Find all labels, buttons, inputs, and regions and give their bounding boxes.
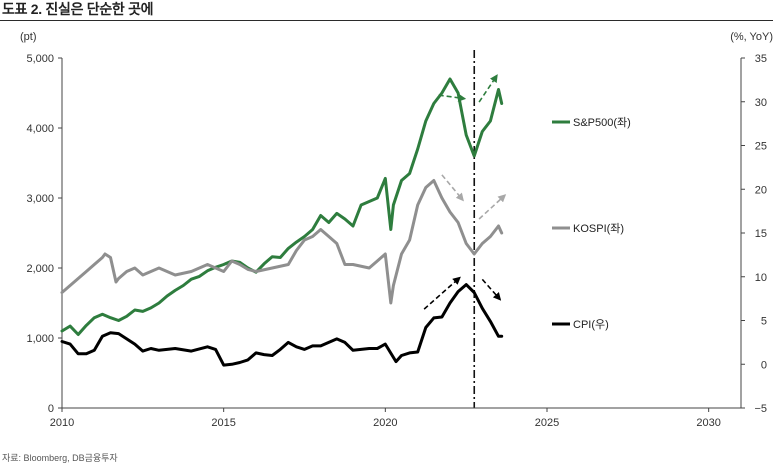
- legend-label-1: KOSPI(좌): [573, 222, 624, 235]
- trend-arrow-2: [441, 174, 464, 202]
- y-left-unit-label: (pt): [20, 31, 37, 43]
- legend-label-0: S&P500(좌): [573, 116, 631, 129]
- axes: 01,0002,0003,0004,0005,000−5051015202530…: [20, 31, 773, 429]
- y-right-unit-label: (%, YoY): [730, 31, 773, 43]
- y-right-tick-label: 20: [755, 184, 767, 196]
- y-left-tick-label: 2,000: [26, 263, 54, 275]
- y-left-tick-label: 5,000: [26, 53, 54, 65]
- trend-arrow-1: [478, 74, 498, 103]
- y-right-tick-label: 0: [761, 359, 767, 371]
- series-line-2: [60, 283, 504, 367]
- trend-arrow-5: [481, 278, 502, 301]
- trend-arrow-4: [423, 276, 461, 310]
- y-right-tick-label: 15: [755, 228, 767, 240]
- y-right-tick-label: 10: [755, 272, 767, 284]
- title-divider: [0, 20, 773, 21]
- y-left-tick-label: 3,000: [26, 193, 54, 205]
- y-right-tick-label: 35: [755, 53, 767, 65]
- source-note: 자료: Bloomberg, DB금융투자: [2, 453, 118, 463]
- x-tick-label: 2025: [535, 417, 559, 429]
- y-right-tick-label: 5: [761, 316, 767, 328]
- series-line-0: [60, 77, 504, 336]
- y-left-tick-label: 0: [48, 403, 54, 415]
- chart-title: 도표 2. 진실은 단순한 곳에: [2, 1, 154, 17]
- series-lines: [60, 77, 504, 367]
- x-tick-label: 2010: [50, 417, 74, 429]
- x-tick-label: 2020: [373, 417, 397, 429]
- x-tick-label: 2030: [696, 417, 720, 429]
- y-right-tick-label: 25: [755, 141, 767, 153]
- legend-label-2: CPI(우): [573, 318, 609, 331]
- series-line-1: [60, 179, 504, 305]
- y-left-tick-label: 1,000: [26, 333, 54, 345]
- x-tick-label: 2015: [211, 417, 235, 429]
- trend-arrow-0: [438, 93, 467, 102]
- legend: S&P500(좌) KOSPI(좌) CPI(우): [552, 116, 631, 331]
- trend-arrow-3: [478, 194, 507, 220]
- y-right-tick-label: −5: [754, 403, 767, 415]
- trend-arrows: [423, 74, 507, 310]
- y-right-tick-label: 30: [755, 97, 767, 109]
- y-left-tick-label: 4,000: [26, 123, 54, 135]
